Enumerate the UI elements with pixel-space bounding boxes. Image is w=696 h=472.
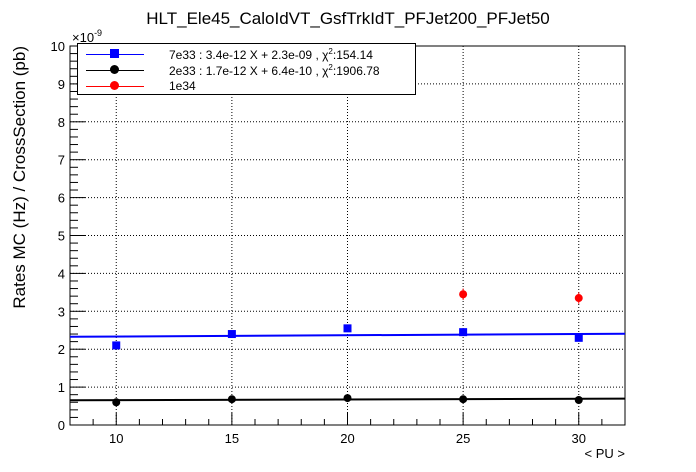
legend: 7e33 : 3.4e-12 X + 2.3e-09 , χ2:154.14 2…: [77, 43, 416, 95]
x-tick-label: 25: [456, 431, 470, 446]
legend-entry-2e33: 2e33 : 1.7e-12 X + 6.4e-10 , χ2:1906.78: [78, 62, 415, 78]
y-tick-label: 10: [51, 39, 65, 54]
y-tick-label: 9: [58, 77, 65, 92]
legend-circle-marker: [110, 81, 119, 90]
x-tick-label: 15: [225, 431, 239, 446]
data-point-2e33: [343, 394, 352, 403]
legend-entry-7e33: 7e33 : 3.4e-12 X + 2.3e-09 , χ2:154.14: [78, 46, 415, 62]
y-tick-label: 1: [58, 380, 65, 395]
x-tick-label: 10: [109, 431, 123, 446]
y-tick-label: 8: [58, 115, 65, 130]
data-point-2e33: [227, 395, 236, 404]
data-point-7e33: [574, 333, 583, 342]
y-tick-label: 4: [58, 266, 65, 281]
data-point-2e33: [459, 395, 468, 404]
data-point-7e33: [459, 328, 468, 337]
data-point-1e34: [459, 290, 468, 299]
y-tick-label: 5: [58, 229, 65, 244]
data-point-7e33: [227, 330, 236, 339]
legend-square-marker: [110, 49, 119, 58]
legend-label-1e34: 1e34: [169, 79, 196, 93]
y-tick-label: 7: [58, 153, 65, 168]
legend-label-2e33: 2e33 : 1.7e-12 X + 6.4e-10 , χ2:1906.78: [169, 63, 380, 78]
y-tick-label: 2: [58, 342, 65, 357]
data-point-7e33: [112, 341, 121, 350]
fit-line-7e33: [69, 332, 626, 338]
x-tick-label: 20: [340, 431, 354, 446]
y-tick-label: 0: [58, 418, 65, 433]
data-point-2e33: [112, 398, 121, 407]
legend-label-7e33: 7e33 : 3.4e-12 X + 2.3e-09 , χ2:154.14: [169, 47, 373, 62]
y-exponent-power: -9: [94, 28, 102, 38]
x-tick-label: 30: [572, 431, 586, 446]
y-axis-label: Rates MC (Hz) / CrossSection (pb): [10, 46, 29, 309]
y-tick-label: 6: [58, 191, 65, 206]
y-tick-label: 3: [58, 304, 65, 319]
data-point-2e33: [574, 395, 583, 404]
x-axis-label: < PU >: [585, 446, 625, 461]
chart-title: HLT_Ele45_CaloIdVT_GsfTrkIdT_PFJet200_PF…: [146, 9, 549, 28]
legend-circle-marker: [110, 65, 119, 74]
data-point-7e33: [343, 324, 352, 333]
data-point-1e34: [574, 294, 583, 303]
legend-entry-1e34: 1e34: [78, 78, 415, 94]
